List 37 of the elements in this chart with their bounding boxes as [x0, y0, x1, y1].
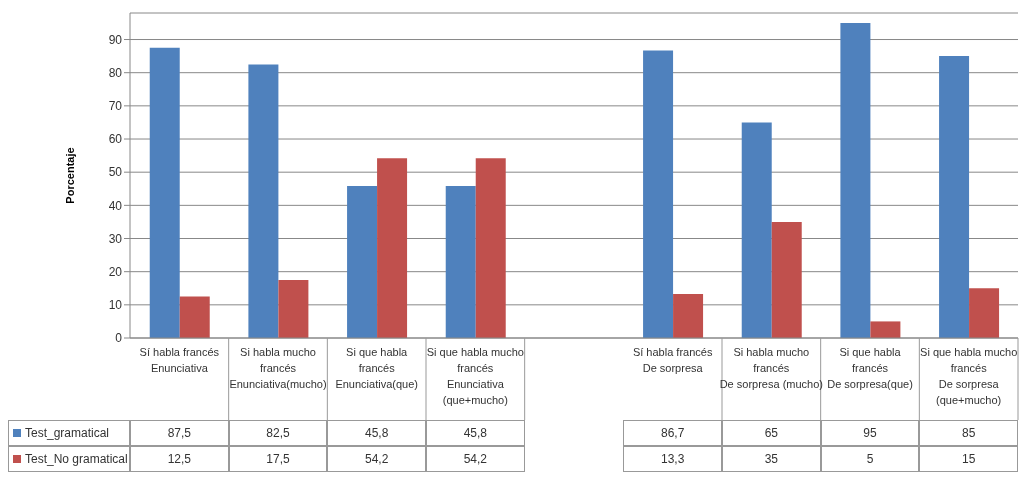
x-tick-label: Si que habla mucho francés Enunciativa (que+mucho) — [426, 346, 524, 406]
y-tick-label: 0 — [115, 331, 123, 346]
legend-label: Test_No gramatical — [25, 452, 128, 466]
data-label: 65 — [722, 420, 821, 446]
data-label: 87,5 — [130, 420, 229, 446]
x-tick-label: Sí habla francés De sorpresa — [632, 346, 713, 374]
data-label: 82,5 — [228, 420, 328, 446]
data-label: 17,5 — [228, 446, 328, 472]
y-axis-title: Porcentaje — [63, 147, 76, 204]
data-label: 86,7 — [623, 420, 722, 446]
data-label: 15 — [919, 446, 1018, 472]
x-tick-label: Si que habla mucho francés De sorpresa (que+mucho) — [920, 346, 1018, 406]
y-tick-label: 10 — [108, 298, 123, 313]
y-tick-label: 30 — [108, 231, 123, 246]
data-label: 54,2 — [327, 446, 426, 472]
x-tick-label: Si habla mucho francés Enunciativa(mucho) — [229, 346, 327, 390]
y-tick-label: 60 — [108, 132, 123, 147]
data-label: 54,2 — [426, 446, 525, 472]
data-label: 45,8 — [426, 420, 525, 446]
data-label: 45,8 — [327, 420, 426, 446]
data-label: 12,5 — [130, 446, 229, 472]
y-tick-label: 80 — [108, 65, 123, 80]
y-tick-label: 70 — [108, 99, 123, 114]
y-tick-label: 90 — [108, 32, 123, 47]
x-tick-label: Sí habla francés Enunciativa — [139, 346, 220, 374]
x-tick-label: Si habla mucho francés De sorpresa (mucho) — [719, 346, 823, 390]
x-tick-label: Si que habla francés Enunciativa(que) — [335, 346, 418, 390]
y-tick-label: 20 — [108, 264, 123, 279]
y-tick-label: 50 — [108, 165, 123, 180]
data-label: 5 — [820, 446, 920, 472]
legend-label: Test_gramatical — [25, 426, 110, 440]
data-label: 35 — [722, 446, 821, 472]
x-tick-label: Si que habla francés De sorpresa(que) — [827, 346, 913, 390]
data-label: 95 — [820, 420, 920, 446]
data-label: 85 — [919, 420, 1018, 446]
data-label: 13,3 — [623, 446, 722, 472]
y-tick-label: 40 — [108, 198, 123, 213]
